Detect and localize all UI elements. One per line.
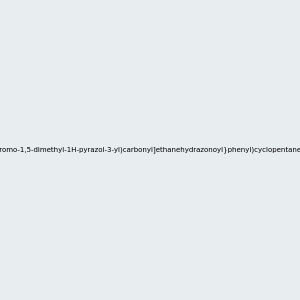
Text: N-(4-{N-[(4-bromo-1,5-dimethyl-1H-pyrazol-3-yl)carbonyl]ethanehydrazonoyl}phenyl: N-(4-{N-[(4-bromo-1,5-dimethyl-1H-pyrazo…: [0, 147, 300, 153]
